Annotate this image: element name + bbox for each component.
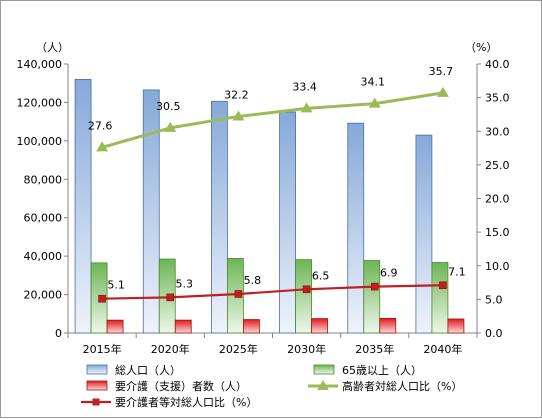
plot-area: 0 20,000 40,000 60,000 80,000 100,000 120,000 1… (17, 58, 510, 356)
left-tick-label: 0 (55, 327, 62, 340)
data-label-elderly-ratio: 33.4 (292, 80, 317, 93)
data-label-elderly-ratio: 34.1 (361, 76, 386, 89)
category-label: 2020年 (151, 342, 190, 356)
marker-elderly-ratio (96, 141, 109, 152)
right-tick-label: 25.0 (485, 159, 510, 172)
bar-care-needed (379, 317, 397, 334)
left-tick-label: 120,000 (17, 96, 63, 109)
bar-total-population (211, 100, 228, 334)
legend-item-4-swatch-marker (92, 398, 100, 406)
right-axis-unit: （%） (465, 41, 497, 54)
right-tick-label: 20.0 (485, 193, 510, 206)
data-label-care-ratio: 6.5 (312, 269, 330, 282)
category-label: 2025年 (219, 342, 258, 356)
left-tick-label: 60,000 (24, 212, 63, 225)
right-tick-label: 5.0 (485, 293, 503, 306)
bar-total-population (279, 111, 296, 334)
line-elderly-ratio (101, 91, 444, 149)
bar-care-needed (447, 318, 465, 334)
left-tick-label: 40,000 (24, 250, 63, 263)
bar-total-population (347, 122, 365, 334)
marker-care-ratio (439, 281, 447, 290)
right-tick-label: 35.0 (485, 92, 510, 105)
right-tick-label: 15.0 (485, 226, 510, 239)
legend-item-0-label: 総人口（人） (115, 363, 181, 377)
data-label-care-ratio: 5.3 (176, 277, 194, 290)
right-tick-label: 10.0 (485, 260, 510, 273)
legend-item-0-swatch (86, 364, 108, 375)
marker-care-ratio (302, 285, 311, 294)
data-label-care-ratio: 6.9 (380, 267, 398, 280)
category-label: 2035年 (355, 342, 394, 356)
bar-age65-plus (363, 260, 381, 334)
category-label: 2030年 (287, 342, 326, 356)
legend-item-2-swatch (86, 380, 108, 391)
legend-item-4-label: 要介護者等対総人口比（%） (115, 395, 257, 409)
category-label: 2015年 (83, 342, 122, 356)
data-label-care-ratio: 5.1 (107, 279, 125, 292)
marker-elderly-ratio (164, 121, 177, 132)
data-label-elderly-ratio: 32.2 (224, 88, 249, 101)
bar-total-population (74, 78, 92, 334)
left-tick-label: 80,000 (24, 173, 63, 186)
bar-total-population (415, 134, 433, 334)
data-label-elderly-ratio: 35.7 (429, 65, 454, 78)
marker-care-ratio (234, 290, 243, 298)
marker-elderly-ratio (232, 110, 245, 121)
bar-age65-plus (295, 259, 312, 334)
line-care-ratio (102, 284, 443, 300)
bar-care-needed (106, 319, 124, 334)
marker-elderly-ratio (300, 102, 313, 113)
left-tick-label: 140,000 (17, 58, 63, 71)
legend: 総人口（人） 65歳以上（人） 要介護（支援）者数（人） 高齢者対総人口比（%） 要介護… (81, 363, 462, 409)
legend-item-2-label: 要介護（支援）者数（人） (115, 379, 247, 393)
bar-care-needed (174, 319, 192, 334)
bar-total-population (142, 89, 160, 334)
left-axis-unit: （人） (36, 41, 69, 54)
category-label: 2040年 (423, 342, 462, 356)
left-tick-label: 100,000 (17, 135, 63, 148)
marker-care-ratio (166, 293, 175, 302)
marker-elderly-ratio (368, 97, 381, 108)
data-label-elderly-ratio: 27.6 (88, 119, 113, 132)
data-label-care-ratio: 5.8 (244, 274, 262, 287)
legend-item-1-label: 65歳以上（人） (342, 364, 422, 377)
legend-item-1-swatch (313, 364, 335, 375)
marker-elderly-ratio (436, 86, 449, 97)
right-tick-label: 30.0 (485, 125, 510, 138)
bar-care-needed (243, 319, 260, 334)
legend-item-3-label: 高齢者対総人口比（%） (342, 379, 462, 393)
left-tick-label: 20,000 (24, 289, 63, 302)
data-label-care-ratio: 7.1 (448, 265, 466, 278)
right-tick-label: 0.0 (485, 327, 503, 340)
marker-care-ratio (370, 282, 379, 291)
right-tick-label: 40.0 (485, 58, 510, 71)
bar-age65-plus (431, 262, 449, 334)
bar-care-needed (311, 318, 328, 334)
legend-item-3-swatch-marker (317, 380, 329, 390)
data-label-elderly-ratio: 30.5 (156, 100, 181, 113)
marker-care-ratio (98, 294, 106, 303)
